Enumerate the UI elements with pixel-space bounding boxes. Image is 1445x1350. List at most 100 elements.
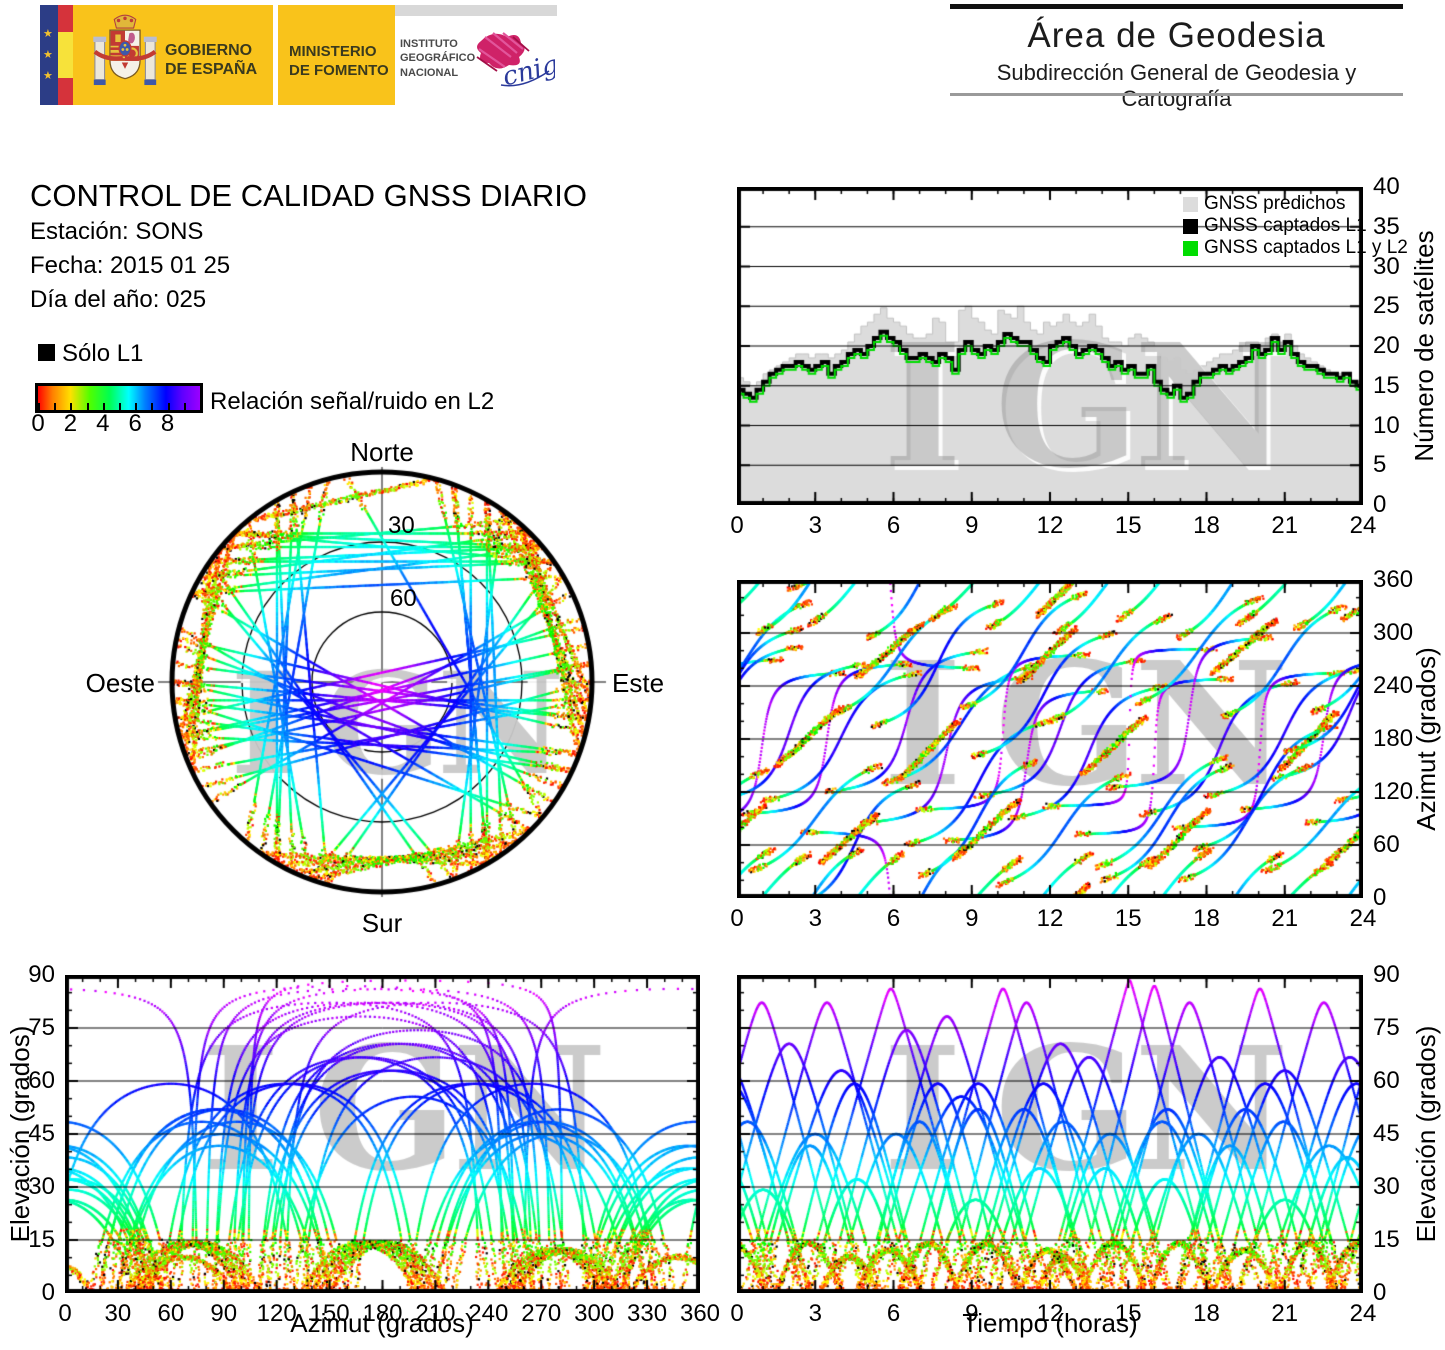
tick-label: 30 [1373, 1173, 1400, 1200]
area-subtitle: Subdirección General de Geodesia y Carto… [996, 60, 1357, 111]
tick-label: 24 [1349, 905, 1377, 932]
tick-label: 75 [28, 1014, 55, 1041]
skyplot-north-label: Norte [350, 437, 414, 467]
colorbar-tick [70, 403, 73, 410]
satcount-y-axis-title: Número de satélites [1409, 230, 1439, 462]
tick-label: 35 [1373, 212, 1400, 240]
skyplot-east-label: Este [612, 668, 665, 698]
colorbar-tick-label: 0 [31, 410, 45, 437]
tick-label: 18 [1193, 905, 1220, 932]
colorbar-tick-label: 4 [96, 410, 110, 437]
tick-label: 6 [886, 512, 901, 539]
tick-label: 0 [730, 512, 744, 539]
tick-label: 3 [808, 905, 822, 932]
tick-label: 45 [28, 1120, 55, 1147]
tick-label: 15 [1373, 371, 1400, 399]
legend-row-captados-l1l2: GNSS captados L1 y L2 [1183, 237, 1408, 259]
tick-label: 15 [1114, 512, 1142, 539]
tick-label: 12 [1036, 1300, 1064, 1327]
tick-label: 10 [1373, 411, 1400, 439]
elevation-time-chart [737, 975, 1363, 1293]
skyplot-ring-30-label: 30 [388, 512, 415, 539]
tick-label: 300 [574, 1300, 615, 1327]
colorbar-tick [183, 403, 186, 410]
elevaz-x-axis-title: Azimut (grados) [290, 1308, 474, 1338]
legend-row-predichos: GNSS predichos [1183, 193, 1408, 215]
tick-label: 240 [1373, 672, 1414, 699]
satcount-legend: GNSS predichos GNSS captados L1 GNSS cap… [1183, 193, 1408, 259]
tick-label: 90 [210, 1300, 238, 1327]
tick-label: 0 [730, 1300, 744, 1327]
tick-label: 0 [58, 1300, 72, 1327]
tick-label: 6 [886, 1300, 901, 1327]
colorbar-tick [135, 403, 138, 410]
tick-label: 360 [679, 1300, 721, 1327]
colorbar-tick [38, 403, 40, 410]
tick-label: 6 [886, 905, 901, 932]
date-label: Fecha: 2015 01 25 [30, 252, 231, 279]
tick-label: 210 [415, 1300, 456, 1327]
gobierno-label: GOBIERNO DE ESPAÑA [165, 42, 258, 79]
legend-row-captados-l1: GNSS captados L1 [1183, 215, 1408, 237]
captados-l1l2-swatch [1183, 240, 1198, 256]
ministerio-label: MINISTERIO DE FOMENTO [289, 43, 389, 79]
tick-label: 15 [1114, 905, 1142, 932]
colorbar-tick [151, 403, 154, 410]
colorbar-tick-label: 6 [128, 410, 142, 437]
tick-label: 150 [309, 1300, 350, 1327]
skyplot-west-label: Oeste [85, 668, 155, 698]
tick-label: 25 [1373, 292, 1400, 320]
elevtime-x-axis-title: Tiempo (horas) [962, 1308, 1138, 1338]
tick-label: 0 [1373, 1279, 1387, 1306]
tick-label: 0 [1373, 491, 1387, 518]
tick-label: 9 [965, 905, 979, 932]
colorbar-tick [102, 403, 105, 410]
tick-label: 24 [1349, 1300, 1377, 1327]
area-title: Área de Geodesia [1027, 16, 1326, 55]
gobierno-espana-logo: ★ ★ ★ [40, 5, 273, 105]
tick-label: 75 [1373, 1014, 1400, 1041]
tick-label: 120 [256, 1300, 297, 1327]
colorbar-tick [119, 403, 121, 410]
tick-label: 90 [28, 961, 55, 988]
tick-label: 21 [1271, 905, 1299, 932]
spain-coat-of-arms-icon [93, 14, 157, 86]
skyplot-ring-60-label: 60 [390, 585, 417, 612]
colorbar-tick-label: 2 [63, 410, 78, 437]
tick-label: 9 [965, 1300, 979, 1327]
tick-label: 9 [965, 512, 979, 539]
colorbar-tick [86, 403, 89, 410]
skyplot-chart [150, 450, 615, 915]
tick-label: 60 [1373, 831, 1400, 858]
tick-label: 60 [157, 1300, 185, 1327]
tick-label: 180 [362, 1300, 403, 1327]
tick-label: 120 [1373, 778, 1414, 805]
tick-label: 15 [1114, 1300, 1142, 1327]
predichos-swatch [1183, 196, 1198, 212]
tick-label: 20 [1373, 332, 1400, 359]
tick-label: 40 [1373, 173, 1400, 200]
tick-label: 5 [1373, 451, 1387, 479]
tick-label: 60 [1373, 1067, 1400, 1094]
tick-label: 330 [627, 1300, 668, 1327]
elevation-azimuth-chart [65, 975, 700, 1293]
azimuth-time-chart [737, 580, 1363, 898]
elevtime-y-axis-title: Elevación (grados) [1411, 1025, 1441, 1243]
tick-label: 21 [1271, 1300, 1299, 1327]
tick-label: 0 [41, 1279, 55, 1306]
colorbar-tick-label: 8 [160, 410, 175, 437]
cnig-logo-icon: cnig [476, 32, 555, 92]
snr-colorbar-title: Relación señal/ruido en L2 [210, 388, 495, 415]
snr-colorbar [35, 383, 203, 413]
instituto-geografico-logo: INSTITUTO GEOGRÁFICO NACIONAL cnig [395, 5, 557, 105]
solo-l1-swatch [38, 344, 55, 361]
tick-label: 21 [1271, 512, 1299, 539]
ministerio-fomento-logo: MINISTERIO DE FOMENTO [278, 5, 395, 105]
colorbar-tick [54, 403, 57, 410]
tick-label: 18 [1193, 512, 1220, 539]
tick-label: 0 [730, 905, 744, 932]
tick-label: 360 [1373, 566, 1414, 593]
tick-label: 90 [1373, 961, 1400, 988]
colorbar-tick [167, 403, 170, 410]
